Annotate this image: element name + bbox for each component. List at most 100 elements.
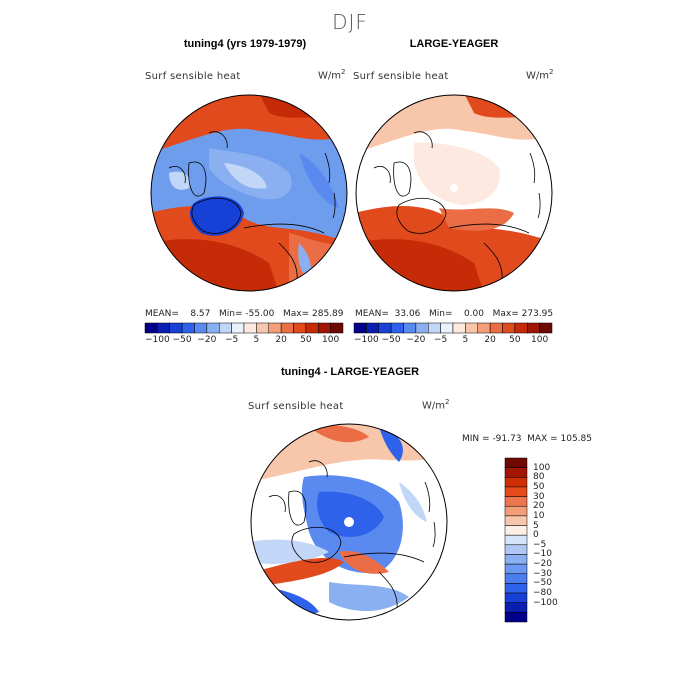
panel-1-field-label: Surf sensible heat bbox=[145, 71, 241, 82]
colorbar-tick-label: 50 bbox=[300, 335, 312, 345]
colorbar-swatch bbox=[403, 322, 417, 334]
colorbar-tick-label: 50 bbox=[533, 481, 545, 492]
colorbar-tick-label: −100 bbox=[354, 335, 379, 345]
panel-2-title: LARGE-YEAGER bbox=[409, 38, 499, 50]
colorbar-swatch bbox=[504, 602, 528, 613]
colorbar-swatch bbox=[330, 322, 344, 334]
colorbar-swatch bbox=[502, 322, 516, 334]
colorbar-tick-label: −100 bbox=[145, 335, 170, 345]
panel-3-colorbar bbox=[504, 457, 528, 623]
panel-1-colorbar bbox=[144, 322, 344, 334]
colorbar-swatch bbox=[366, 322, 379, 334]
panel-2-colorbar-ticks: −100 −50 −20 −5 5 20 50 100 bbox=[354, 335, 552, 347]
panel-3-units: W/m2 bbox=[422, 398, 450, 412]
colorbar-swatch bbox=[504, 583, 528, 594]
colorbar-tick-label: 5 bbox=[253, 335, 260, 345]
colorbar-tick-label: 5 bbox=[462, 335, 469, 345]
colorbar-swatch bbox=[514, 322, 528, 334]
panel-3-stats: MIN = -91.73 MAX = 105.85 bbox=[462, 434, 592, 444]
colorbar-tick-label: −20 bbox=[533, 559, 552, 570]
panel-1-colorbar-ticks: −100 −50 −20 −5 5 20 50 100 bbox=[145, 335, 343, 347]
panel-2-map bbox=[355, 94, 553, 292]
colorbar-swatch bbox=[477, 322, 491, 334]
colorbar-swatch bbox=[504, 515, 528, 526]
colorbar-swatch bbox=[378, 322, 392, 334]
colorbar-swatch bbox=[465, 322, 478, 334]
panel-1-title: tuning4 (yrs 1979-1979) bbox=[183, 38, 307, 50]
colorbar-swatch bbox=[452, 322, 466, 334]
colorbar-tick-label: 5 bbox=[533, 520, 539, 531]
colorbar-tick-label: 100 bbox=[533, 462, 551, 473]
colorbar-swatch bbox=[194, 322, 208, 334]
colorbar-swatch bbox=[169, 322, 183, 334]
colorbar-tick-label: −20 bbox=[406, 335, 426, 345]
colorbar-swatch bbox=[318, 322, 331, 334]
panel-1-units: W/m2 bbox=[318, 68, 346, 82]
colorbar-swatch bbox=[243, 322, 257, 334]
colorbar-swatch bbox=[504, 486, 528, 497]
colorbar-swatch bbox=[504, 534, 528, 546]
colorbar-tick-label: −80 bbox=[533, 588, 552, 599]
colorbar-swatch bbox=[504, 573, 528, 584]
colorbar-swatch bbox=[504, 467, 528, 478]
colorbar-swatch bbox=[504, 525, 528, 536]
panel-2-field-label: Surf sensible heat bbox=[353, 71, 449, 82]
panel-3-field-label: Surf sensible heat bbox=[248, 401, 344, 412]
colorbar-swatch bbox=[280, 322, 294, 334]
colorbar-tick-label: 50 bbox=[509, 335, 521, 345]
colorbar-swatch bbox=[504, 457, 528, 468]
colorbar-swatch bbox=[231, 322, 245, 334]
panel-2-stats: MEAN= 33.06 Min= 0.00 Max= 273.95 bbox=[355, 309, 554, 319]
colorbar-swatch bbox=[390, 322, 404, 334]
colorbar-swatch bbox=[353, 322, 367, 334]
colorbar-tick-label: −10 bbox=[533, 549, 552, 560]
colorbar-tick-label: 10 bbox=[533, 510, 545, 521]
colorbar-swatch bbox=[181, 322, 195, 334]
panel-3-title: tuning4 - LARGE-YEAGER bbox=[280, 366, 420, 378]
panel-2-colorbar bbox=[353, 322, 553, 334]
colorbar-swatch bbox=[268, 322, 282, 334]
colorbar-swatch bbox=[305, 322, 319, 334]
colorbar-swatch bbox=[293, 322, 307, 334]
colorbar-tick-label: 20 bbox=[275, 335, 287, 345]
colorbar-swatch bbox=[504, 505, 528, 517]
colorbar-swatch bbox=[504, 544, 528, 555]
colorbar-swatch bbox=[415, 322, 429, 334]
colorbar-swatch bbox=[504, 592, 528, 603]
colorbar-swatch bbox=[206, 322, 220, 334]
panel-3-map bbox=[250, 423, 448, 621]
colorbar-swatch bbox=[504, 477, 528, 488]
colorbar-swatch bbox=[527, 322, 540, 334]
colorbar-tick-label: −50 bbox=[381, 335, 401, 345]
colorbar-tick-label: −5 bbox=[533, 539, 547, 550]
colorbar-tick-label: −50 bbox=[172, 335, 192, 345]
colorbar-swatch bbox=[157, 322, 170, 334]
colorbar-swatch bbox=[504, 612, 528, 623]
colorbar-tick-label: −100 bbox=[533, 597, 558, 608]
season-title: DJF bbox=[332, 10, 368, 34]
panel-1-stats: MEAN= 8.57 Min= -55.00 Max= 285.89 bbox=[145, 309, 344, 319]
panel-1-map bbox=[150, 94, 348, 292]
colorbar-tick-label: 80 bbox=[533, 472, 545, 483]
colorbar-tick-label: 20 bbox=[484, 335, 496, 345]
colorbar-tick-label: 30 bbox=[533, 491, 545, 502]
colorbar-swatch bbox=[144, 322, 158, 334]
panel-2-units: W/m2 bbox=[526, 68, 554, 82]
colorbar-swatch bbox=[440, 322, 454, 334]
colorbar-tick-label: 0 bbox=[533, 530, 539, 541]
colorbar-tick-label: −5 bbox=[224, 335, 239, 345]
colorbar-swatch bbox=[428, 322, 441, 334]
panel-3-colorbar-ticks: 100 80 50 30 20 10 5 0 −5 −10 −20 −30 −50 −80 −100 bbox=[533, 458, 573, 622]
colorbar-swatch bbox=[219, 322, 232, 334]
colorbar-swatch bbox=[256, 322, 269, 334]
colorbar-tick-label: 100 bbox=[322, 335, 340, 345]
colorbar-swatch bbox=[539, 322, 553, 334]
colorbar-swatch bbox=[504, 554, 528, 565]
colorbar-tick-label: −50 bbox=[533, 578, 552, 589]
colorbar-tick-label: −30 bbox=[533, 568, 552, 579]
colorbar-swatch bbox=[504, 563, 528, 575]
colorbar-tick-label: −20 bbox=[197, 335, 217, 345]
colorbar-swatch bbox=[489, 322, 503, 334]
colorbar-tick-label: −5 bbox=[433, 335, 448, 345]
colorbar-swatch bbox=[504, 496, 528, 507]
